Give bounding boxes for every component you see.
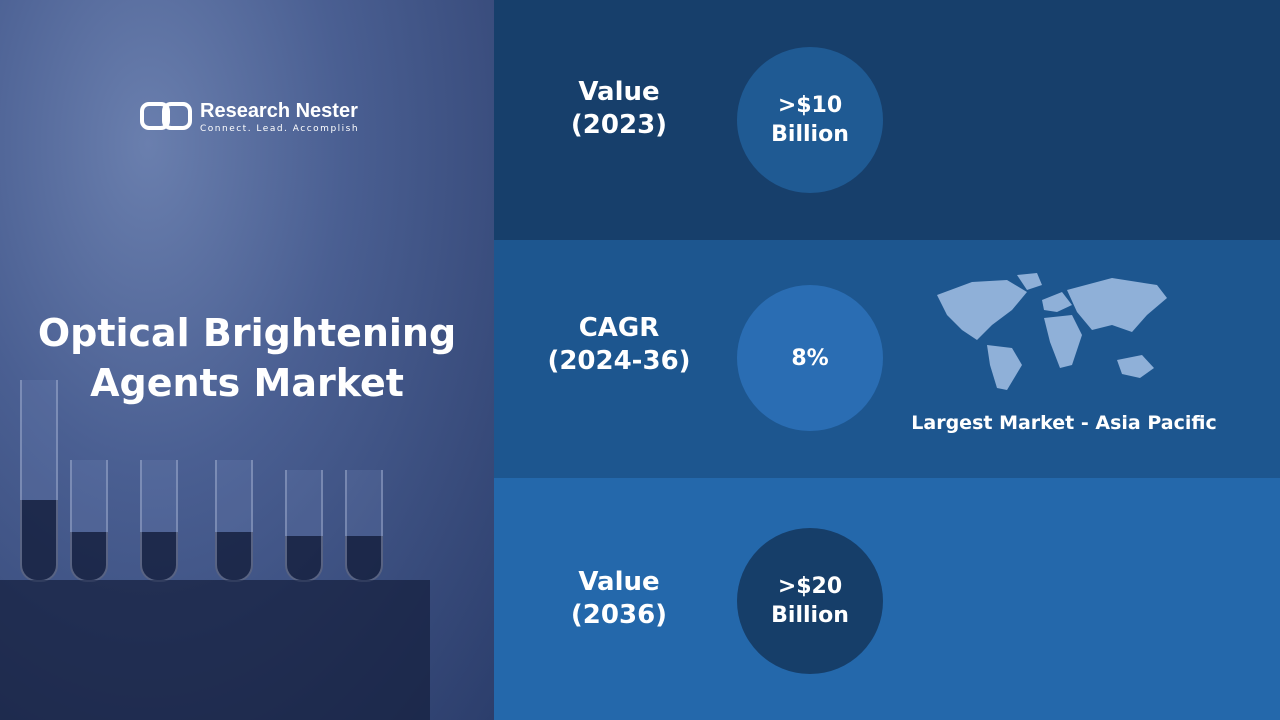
tube-image <box>140 460 178 582</box>
hero-panel: Research Nester Connect. Lead. Accomplis… <box>0 0 494 720</box>
stat-value: >$20 Billion <box>771 574 849 628</box>
stat-circle: >$20 Billion <box>737 528 883 674</box>
stat-value: 8% <box>791 345 829 371</box>
brand-name: Research Nester <box>200 100 358 122</box>
stat-row: Value (2023) >$10 Billion <box>494 0 1280 240</box>
stat-circle: >$10 Billion <box>737 47 883 193</box>
stat-label: Value (2036) <box>570 567 668 630</box>
stat-circle: 8% <box>737 285 883 431</box>
stat-label: Value (2023) <box>570 77 668 140</box>
stat-row: Value (2036) >$20 Billion <box>494 478 1280 720</box>
tube-image <box>215 460 253 582</box>
tube-image <box>345 470 383 582</box>
rack-image <box>0 580 430 720</box>
stat-label: CAGR (2024-36) <box>547 313 691 376</box>
world-map <box>937 273 1167 390</box>
stat-value: >$10 Billion <box>771 93 849 147</box>
stat-row: CAGR (2024-36) 8% Largest Market - Asia … <box>494 240 1280 478</box>
stat-note: Largest Market - Asia Pacific <box>911 412 1217 434</box>
tube-image <box>20 380 58 582</box>
title: Optical Brightening Agents Market <box>37 311 457 405</box>
tube-image <box>70 460 108 582</box>
tube-image <box>285 470 323 582</box>
logo-icon <box>140 102 192 130</box>
brand-tagline: Connect. Lead. Accomplish <box>200 124 360 134</box>
